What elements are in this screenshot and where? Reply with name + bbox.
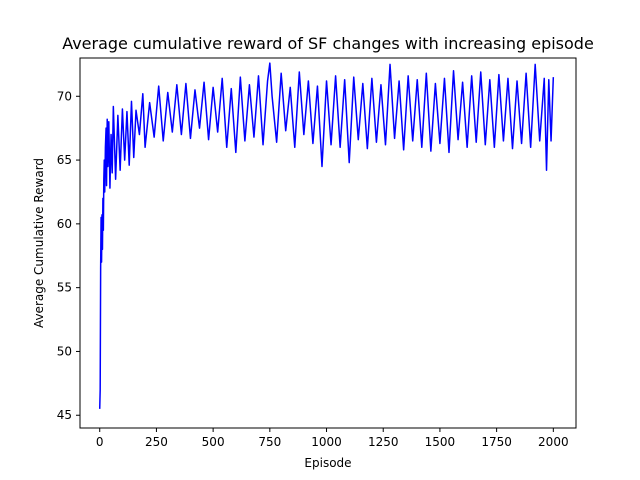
x-tick-label: 1500 xyxy=(425,435,456,449)
x-axis-ticks: 0 250 500 750 1000 1250 1500 1750 2000 xyxy=(96,428,569,449)
series-layer xyxy=(98,62,555,409)
x-tick-label: 1250 xyxy=(368,435,399,449)
y-tick-label: 45 xyxy=(57,408,72,422)
plot-frame xyxy=(79,57,577,429)
x-tick-label: 2000 xyxy=(538,435,569,449)
x-tick-label: 750 xyxy=(258,435,281,449)
y-tick-label: 65 xyxy=(57,153,72,167)
y-tick-label: 70 xyxy=(57,89,72,103)
x-tick-label: 1000 xyxy=(311,435,342,449)
y-tick-label: 50 xyxy=(57,344,72,358)
chart-title: Average cumulative reward of SF changes … xyxy=(62,34,594,53)
y-axis-label: Average Cumulative Reward xyxy=(32,158,46,328)
x-tick-label: 1750 xyxy=(481,435,512,449)
y-tick-label: 60 xyxy=(57,217,72,231)
x-tick-label: 250 xyxy=(145,435,168,449)
x-tick-label: 0 xyxy=(96,435,104,449)
x-axis-label: Episode xyxy=(304,456,351,470)
x-tick-label: 500 xyxy=(202,435,225,449)
y-tick-label: 55 xyxy=(57,281,72,295)
series-line-0 xyxy=(98,62,555,409)
y-axis-ticks: 45 50 55 60 65 70 xyxy=(57,89,80,422)
